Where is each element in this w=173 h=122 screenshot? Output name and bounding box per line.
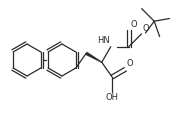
Polygon shape xyxy=(85,52,102,63)
Text: O: O xyxy=(143,24,149,33)
Text: OH: OH xyxy=(106,93,119,102)
Text: O: O xyxy=(131,20,137,30)
Text: O: O xyxy=(126,59,133,68)
Text: HN: HN xyxy=(97,36,110,45)
